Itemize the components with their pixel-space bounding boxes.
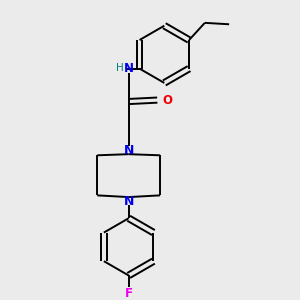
Text: N: N (124, 144, 134, 157)
Text: O: O (162, 94, 172, 106)
Text: H: H (116, 63, 123, 73)
Text: N: N (124, 195, 134, 208)
Text: F: F (125, 287, 133, 300)
Text: N: N (124, 61, 134, 75)
